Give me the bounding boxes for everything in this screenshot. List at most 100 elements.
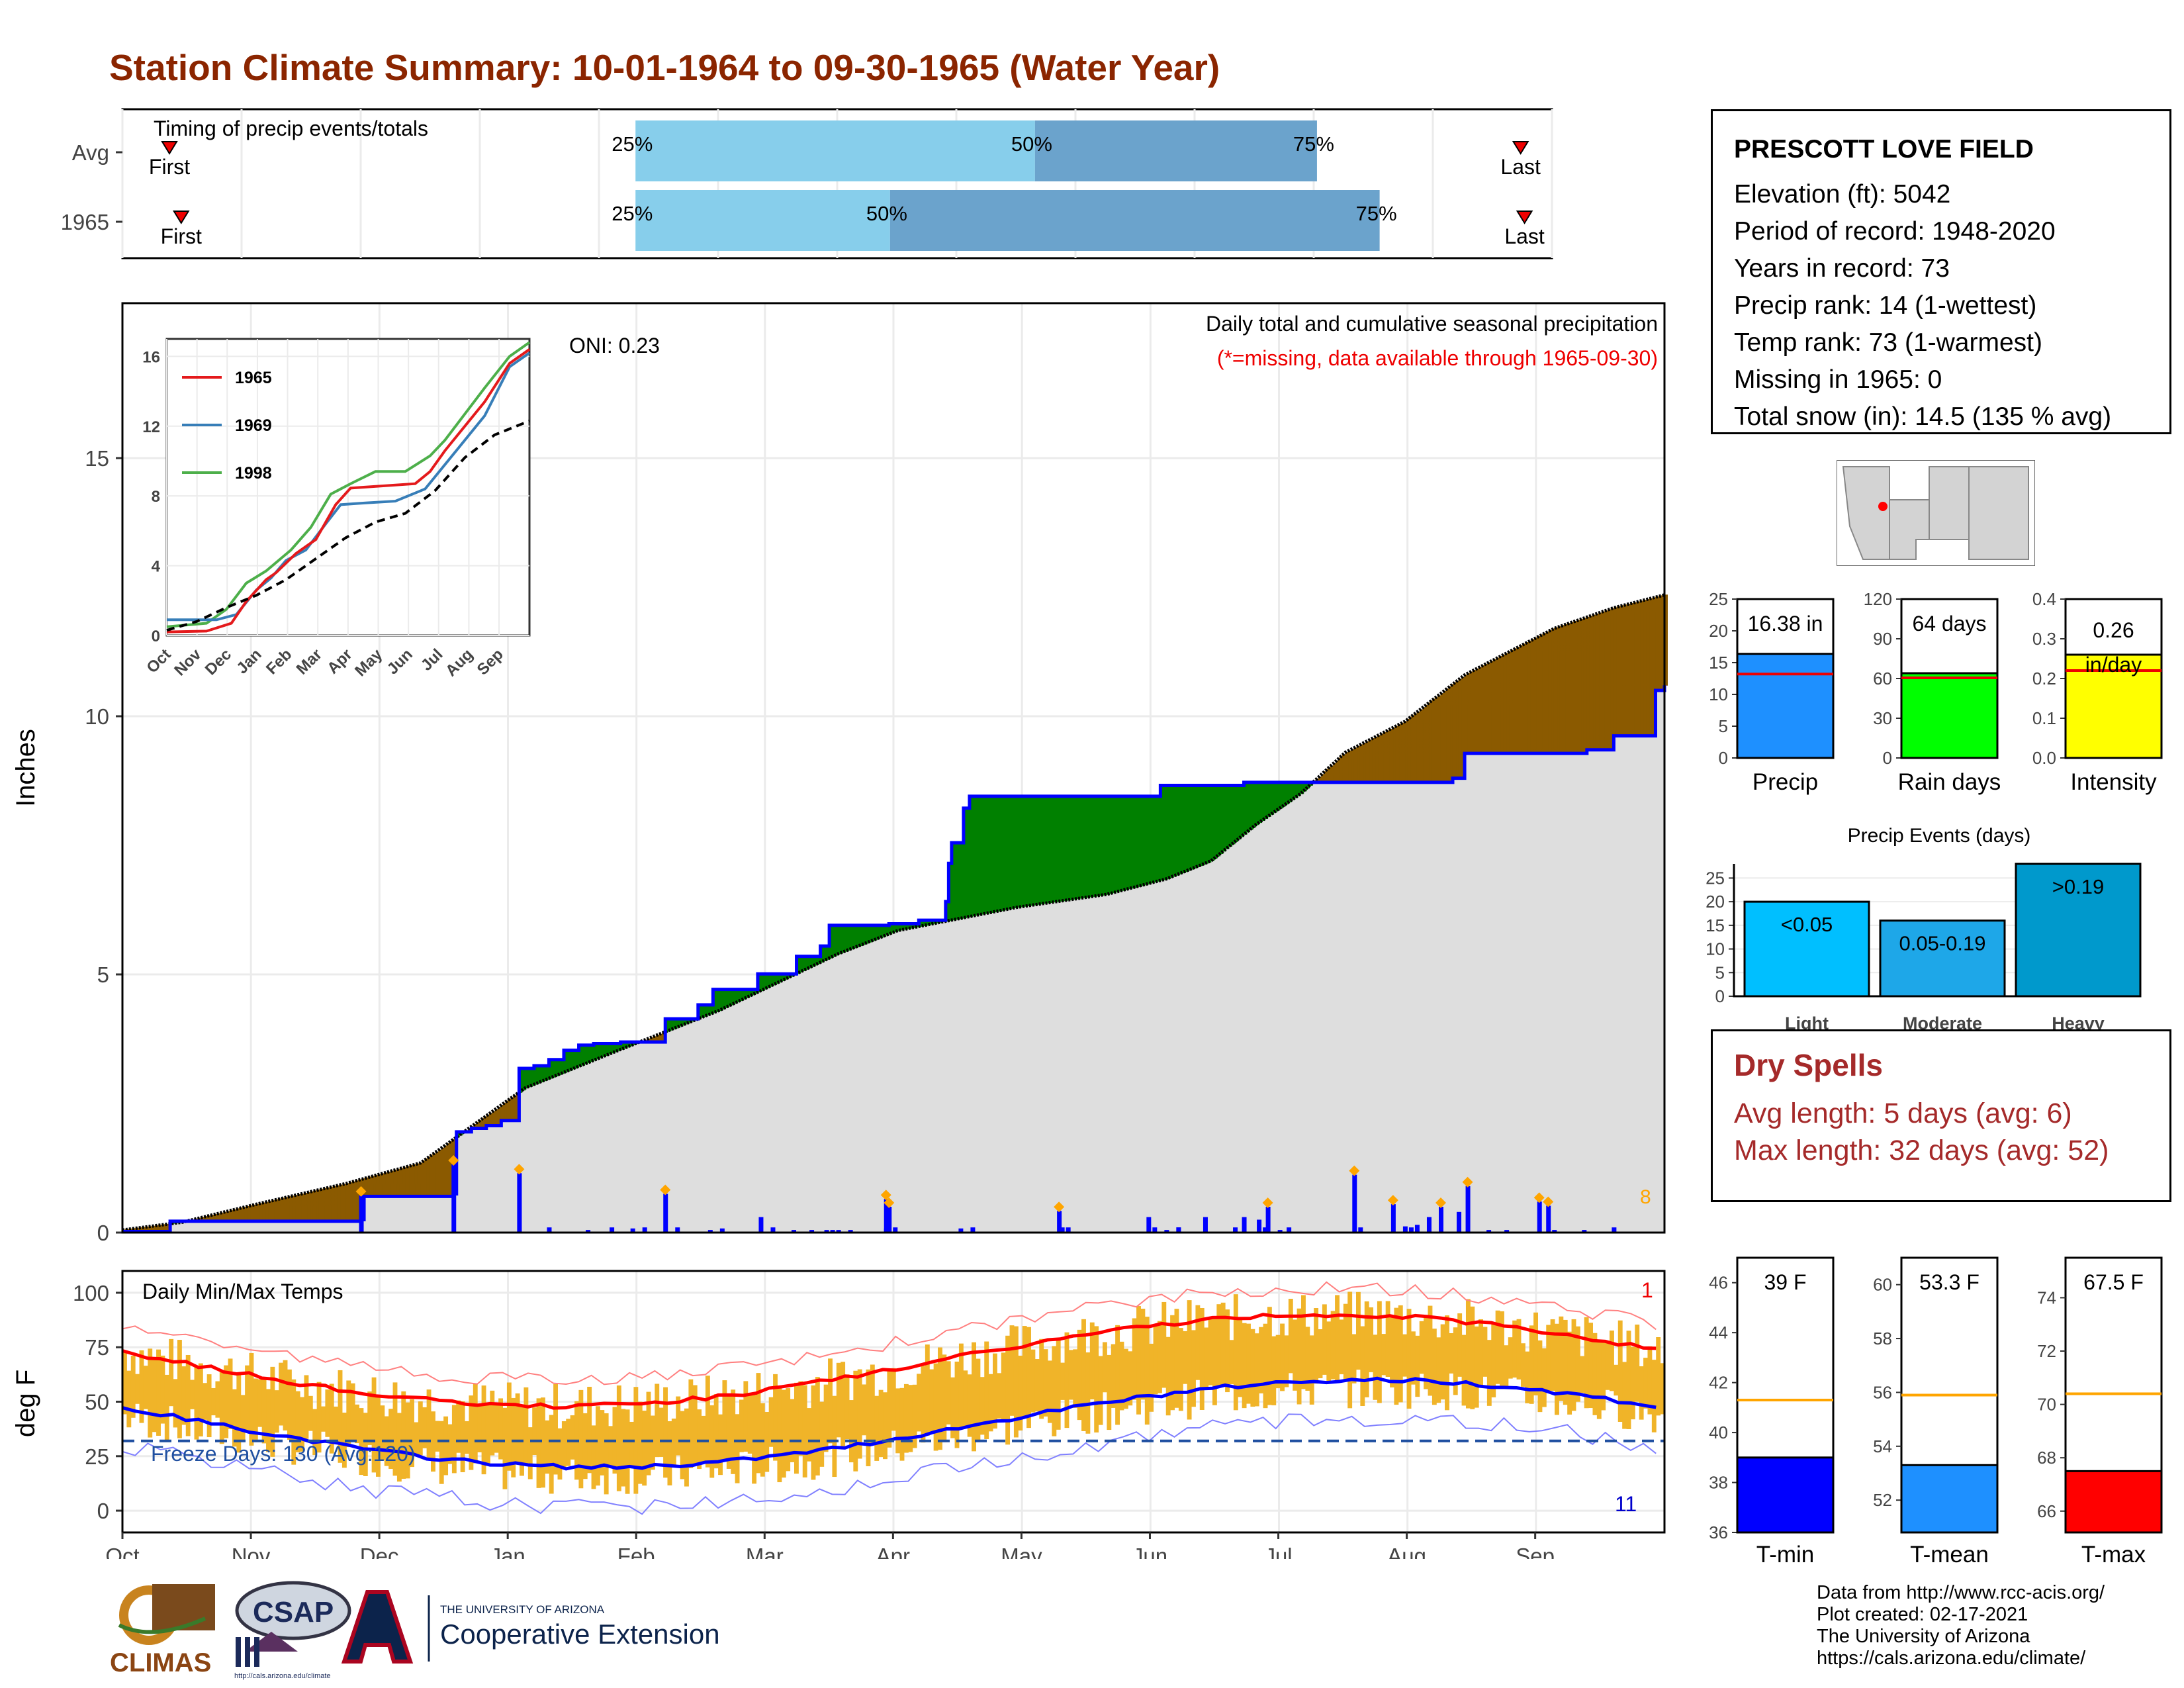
timing-pct-label: 75% — [1356, 202, 1397, 225]
daily-temp-bar — [1453, 1327, 1458, 1395]
stat-y-tick-label: 0.4 — [2032, 589, 2056, 609]
daily-precip-bar — [836, 1230, 841, 1233]
timing-pct-label: 50% — [866, 202, 907, 225]
daily-temp-bar — [1077, 1329, 1082, 1421]
station-location-marker — [1878, 502, 1888, 511]
daily-temp-bar — [1373, 1335, 1378, 1400]
daily-temp-bar — [578, 1389, 584, 1489]
daily-temp-bar — [308, 1395, 313, 1431]
daily-temp-bar — [371, 1377, 377, 1473]
daily-temp-bar — [355, 1404, 359, 1444]
stat-label: Intensity — [2070, 769, 2157, 795]
daily-temp-bar — [414, 1422, 419, 1454]
stat-value-label: 64 days — [1912, 612, 1986, 635]
daily-temp-bar — [396, 1413, 402, 1482]
daily-temp-bar — [422, 1407, 428, 1448]
daily-temp-bar — [1617, 1320, 1623, 1422]
daily-temp-bar — [692, 1385, 698, 1465]
daily-temp-bar — [836, 1362, 841, 1438]
stats-bars: 0 5 10 15 20 25 16.38 in Precip 0 30 60 90 120 64 day… — [1709, 589, 2163, 795]
daily-temp-bar — [1052, 1346, 1057, 1436]
daily-temp-bar — [350, 1383, 355, 1441]
stat-y-tick-label: 90 — [1873, 629, 1892, 649]
source-line: Plot created: 02-17-2021 — [1817, 1604, 2028, 1625]
daily-precip-bar — [707, 1230, 713, 1233]
daily-temp-bar — [1465, 1299, 1471, 1409]
x-tick-label: Apr — [876, 1544, 910, 1559]
daily-temp-bar — [511, 1397, 516, 1477]
daily-temp-bar — [1563, 1319, 1568, 1405]
x-tick-label: May — [1001, 1544, 1042, 1559]
daily-temp-bar — [190, 1380, 195, 1409]
daily-temp-bar — [232, 1389, 237, 1447]
daily-precip-bar — [1066, 1227, 1071, 1233]
tbar-y-tick-label: 56 — [1873, 1382, 1892, 1402]
events-y-tick-label: 5 — [1715, 962, 1725, 982]
daily-temp-bar — [1525, 1351, 1530, 1403]
daily-precip-bar — [1552, 1230, 1557, 1233]
daily-precip-bar — [1257, 1219, 1262, 1233]
daily-precip-bar — [1277, 1230, 1283, 1233]
stat-y-tick-label: 120 — [1864, 589, 1892, 609]
daily-temp-bar — [1588, 1323, 1593, 1409]
daily-temp-bar — [1305, 1327, 1310, 1391]
daily-temp-bar — [823, 1384, 829, 1452]
daily-temp-bar — [164, 1374, 169, 1442]
daily-temp-bar — [460, 1401, 465, 1473]
daily-temp-bar — [240, 1395, 246, 1441]
daily-temp-bar — [844, 1374, 850, 1440]
tbar-y-tick-label: 36 — [1709, 1523, 1728, 1542]
daily-temp-bar — [451, 1405, 457, 1474]
inset-legend-label: 1998 — [235, 464, 272, 483]
daily-temp-bar — [401, 1391, 406, 1479]
y-tick-label: 5 — [97, 962, 109, 987]
record-min-count: 11 — [1615, 1492, 1637, 1516]
daily-temp-bar — [697, 1409, 702, 1470]
daily-temp-bar — [1364, 1301, 1369, 1397]
tbar-value-label: 39 F — [1764, 1270, 1806, 1294]
daily-temp-bar — [1204, 1327, 1209, 1390]
tbar-y-tick-label: 52 — [1873, 1490, 1892, 1510]
heavy-event-marker — [1387, 1195, 1398, 1206]
daily-temp-bar — [502, 1407, 508, 1489]
station-name: PRESCOTT LOVE FIELD — [1734, 135, 2034, 164]
tbar-label: T-min — [1756, 1542, 1815, 1568]
daily-temp-bar — [194, 1367, 199, 1440]
daily-temp-bar — [671, 1418, 676, 1466]
daily-temp-bar — [811, 1385, 816, 1480]
daily-temp-bar — [1153, 1325, 1158, 1395]
daily-precip-bar — [1060, 1227, 1065, 1233]
daily-precip-bar — [630, 1228, 635, 1233]
daily-temp-bar — [903, 1383, 909, 1453]
record-max-count: 1 — [1641, 1278, 1653, 1302]
daily-temp-bar — [274, 1390, 279, 1433]
heavy-event-marker — [1262, 1197, 1273, 1208]
daily-precip-bar — [887, 1207, 892, 1233]
heavy-event-marker — [660, 1184, 671, 1196]
daily-temp-bar — [1436, 1337, 1441, 1403]
daily-temp-bar — [1284, 1335, 1289, 1387]
timing-pct-label: 75% — [1293, 132, 1334, 156]
daily-precip-bar — [770, 1227, 776, 1233]
daily-temp-bar — [498, 1398, 504, 1460]
daily-temp-bar — [1474, 1326, 1479, 1408]
daily-precip-bar — [848, 1230, 853, 1233]
tbar-y-tick-label: 46 — [1709, 1273, 1728, 1293]
daily-temp-bar — [1432, 1329, 1437, 1405]
daily-temp-bar — [629, 1421, 634, 1467]
daily-temp-bar — [1580, 1356, 1585, 1393]
daily-temp-bar — [1415, 1335, 1420, 1397]
tbar-y-tick-label: 54 — [1873, 1436, 1892, 1456]
timing-row-label: 1965 — [61, 210, 109, 234]
daily-precip-bar — [1146, 1217, 1152, 1233]
daily-temp-bar — [1508, 1337, 1513, 1379]
daily-temp-bar — [642, 1411, 647, 1486]
daily-temp-bar — [1026, 1327, 1031, 1429]
avg-cumulative-line — [122, 593, 1665, 1232]
precip-note: Daily total and cumulative seasonal prec… — [1206, 312, 1658, 336]
daily-temp-bar — [523, 1387, 529, 1466]
daily-temp-bar — [1592, 1333, 1598, 1415]
daily-temp-bar — [848, 1400, 854, 1463]
daily-temp-bar — [1402, 1334, 1408, 1377]
daily-temp-bar — [1516, 1319, 1522, 1380]
